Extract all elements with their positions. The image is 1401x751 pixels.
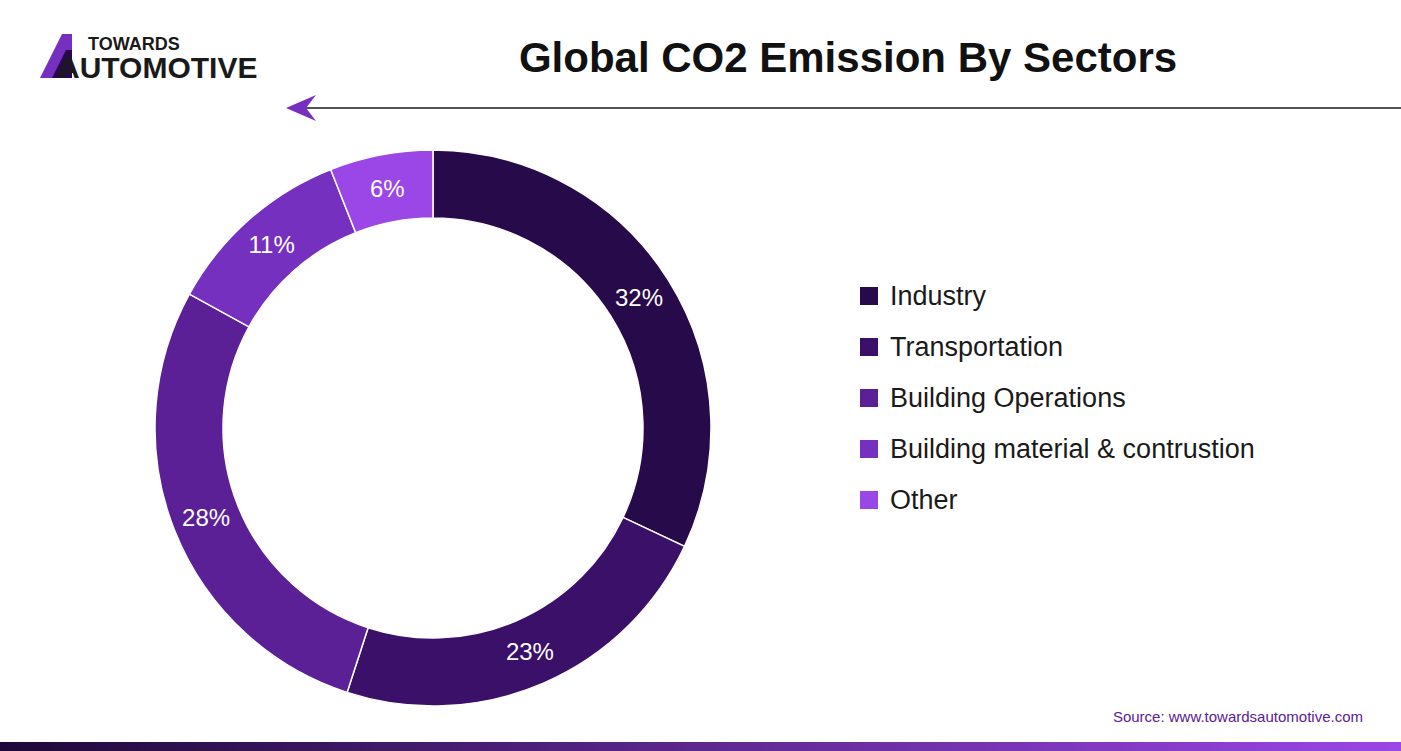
donut-slice	[189, 170, 355, 327]
legend-swatch	[860, 491, 878, 509]
data-label: 11%	[249, 231, 295, 258]
data-label: 6%	[370, 175, 405, 202]
legend-label: Industry	[890, 281, 987, 311]
legend-label: Transportation	[890, 332, 1063, 362]
donut: 32% 23% 28% 11% 6%	[155, 150, 711, 706]
donut-slice	[433, 150, 711, 546]
data-label: 28%	[182, 504, 230, 531]
logo-text: AUTOMOTIVE	[58, 51, 257, 84]
data-label: 32%	[615, 284, 663, 311]
divider-line	[300, 107, 1401, 109]
footer-bar	[0, 742, 1401, 751]
chart-title: Global CO2 Emission By Sectors	[519, 34, 1177, 81]
source-note: Source: www.towardsautomotive.com	[1113, 708, 1363, 725]
donut-slice	[155, 294, 368, 692]
legend-label: Building material & contrustion	[890, 434, 1255, 464]
legend-label: Other	[890, 485, 958, 515]
legend: Industry Transportation Building Operation…	[860, 281, 1255, 515]
legend-label: Building Operations	[890, 383, 1126, 413]
chart-canvas: TOWARDSAUTOMOTIVE Global CO2 Emission By …	[0, 0, 1401, 751]
legend-swatch	[860, 338, 878, 356]
legend-swatch	[860, 440, 878, 458]
arrow-head	[286, 95, 316, 121]
logo: TOWARDSAUTOMOTIVE	[40, 34, 257, 84]
legend-swatch	[860, 287, 878, 305]
data-label: 23%	[506, 638, 554, 665]
legend-swatch	[860, 389, 878, 407]
donut-slice	[347, 517, 684, 706]
donut-slice	[331, 150, 433, 233]
